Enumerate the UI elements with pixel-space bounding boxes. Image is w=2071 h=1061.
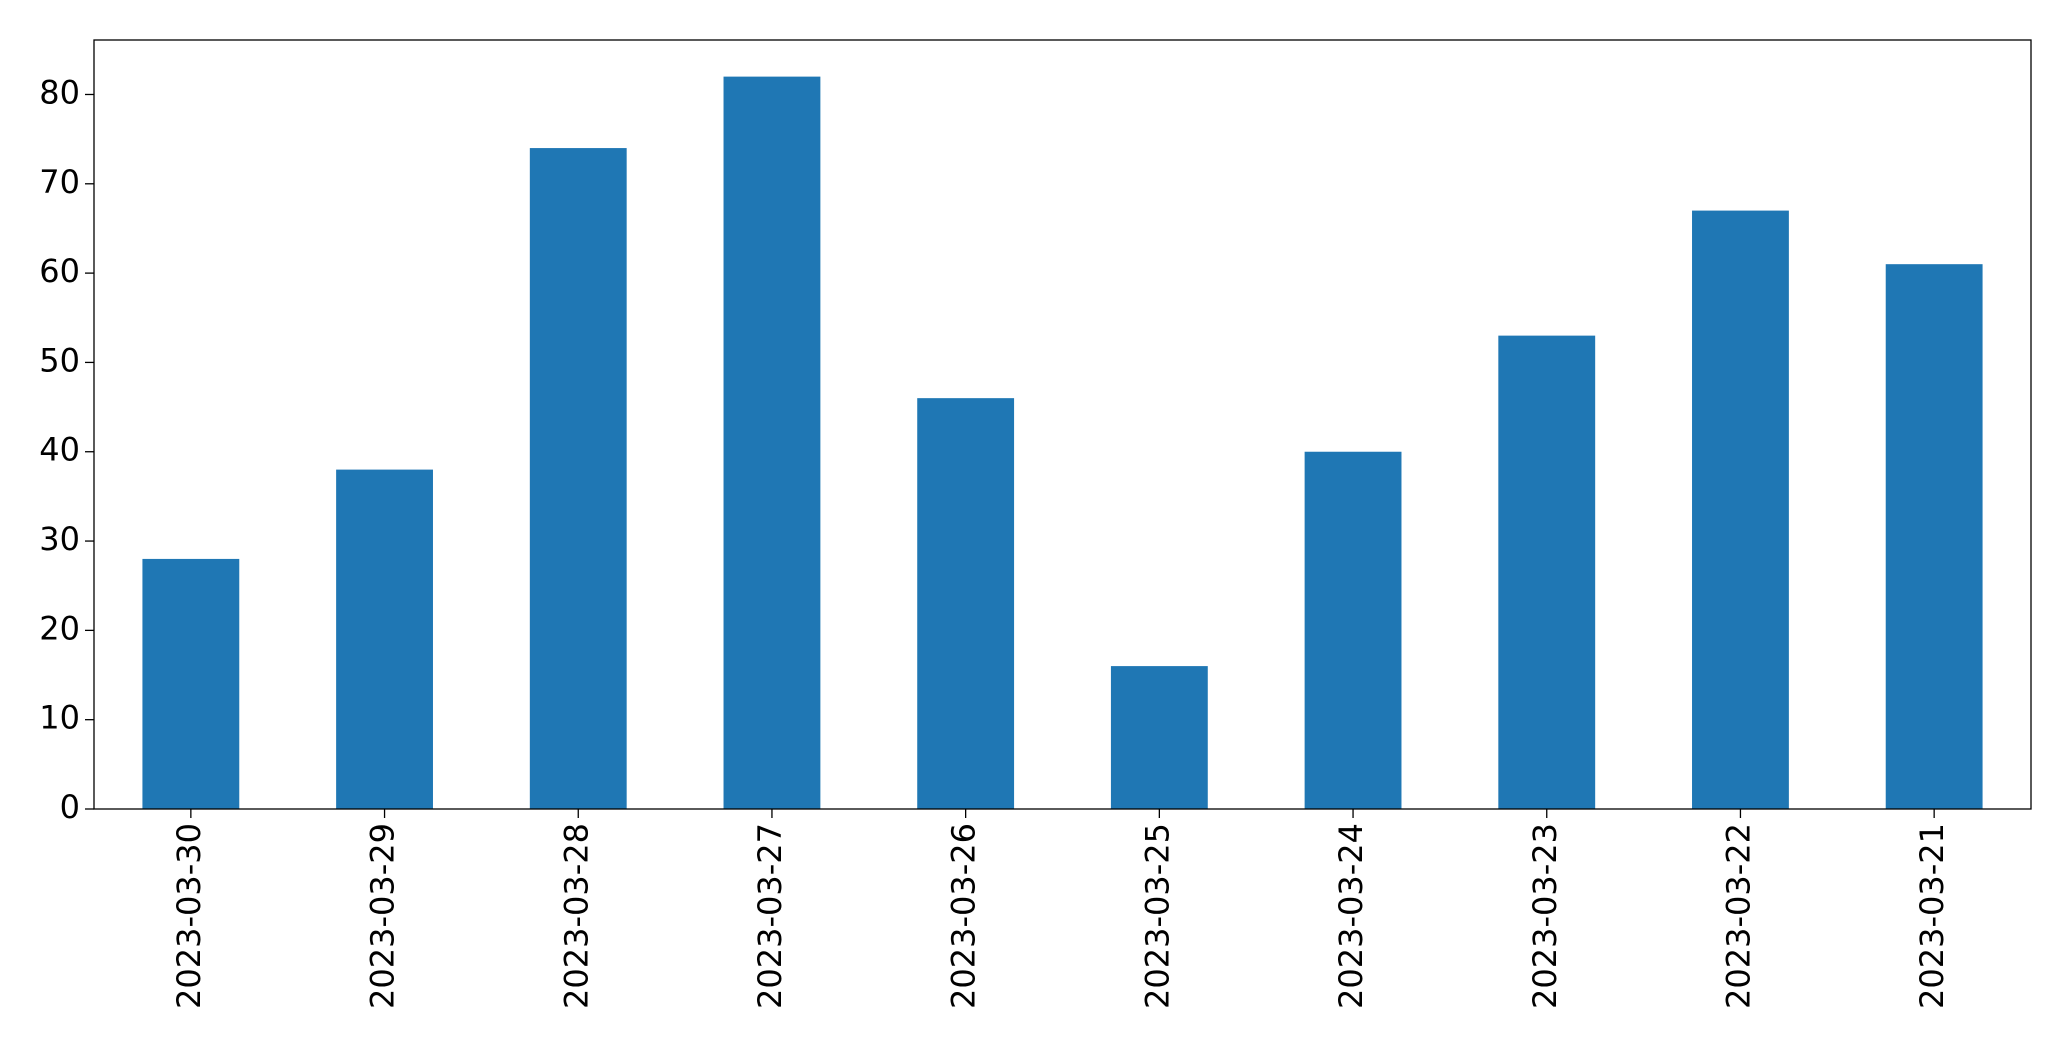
x-tick-label: 2023-03-25 (1138, 823, 1176, 1009)
x-tick-label: 2023-03-24 (1332, 823, 1370, 1009)
bar (529, 148, 627, 809)
x-tick-label: 2023-03-22 (1719, 823, 1757, 1009)
x-tick-label: 2023-03-30 (170, 823, 208, 1009)
y-tick-label: 50 (39, 341, 80, 379)
bar (336, 469, 433, 809)
y-tick-label: 80 (39, 73, 80, 111)
x-tick-label: 2023-03-26 (945, 823, 983, 1009)
x-tick-label: 2023-03-29 (364, 823, 402, 1009)
x-tick-label: 2023-03-28 (557, 823, 595, 1009)
bar (1692, 210, 1789, 809)
bar (142, 558, 240, 809)
bar (1110, 666, 1208, 809)
y-tick-label: 30 (39, 520, 80, 558)
x-tick-label: 2023-03-23 (1526, 823, 1564, 1009)
x-tick-label: 2023-03-27 (751, 823, 789, 1009)
bar (1885, 264, 1983, 809)
bar (723, 76, 821, 810)
bar (1304, 451, 1402, 809)
plot-frame (93, 39, 2032, 810)
x-tick-label: 2023-03-21 (1913, 823, 1951, 1009)
y-tick-label: 60 (39, 252, 80, 290)
y-tick-label: 20 (39, 609, 80, 647)
bar (1498, 335, 1596, 809)
y-tick-label: 70 (39, 163, 80, 201)
y-tick-label: 0 (60, 788, 80, 826)
bar (917, 398, 1015, 809)
y-tick-label: 10 (39, 699, 80, 737)
y-tick-label: 40 (39, 431, 80, 469)
